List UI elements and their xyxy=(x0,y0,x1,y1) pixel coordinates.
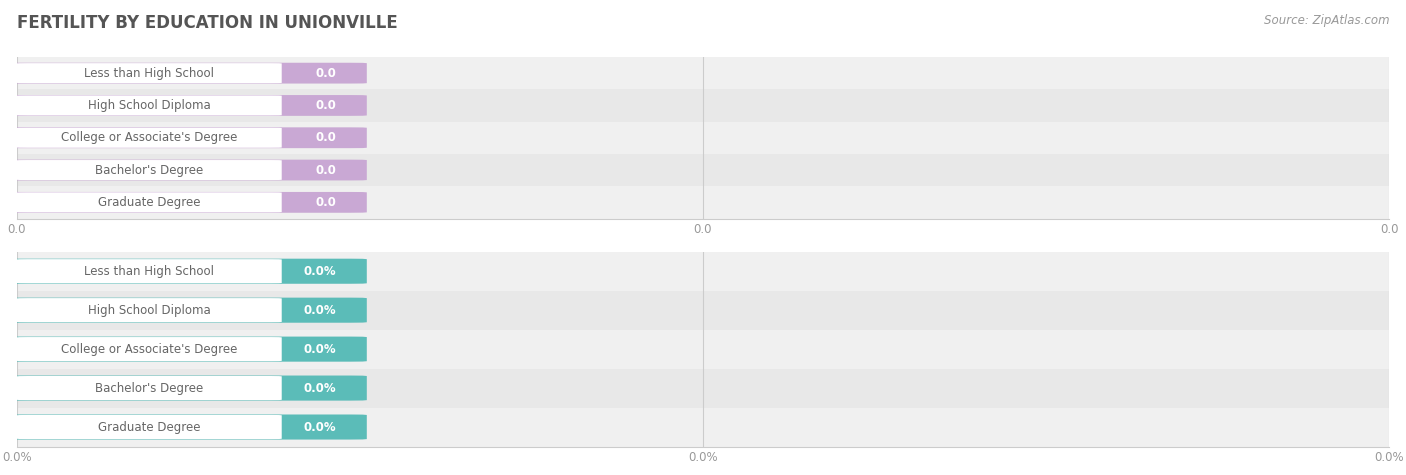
FancyBboxPatch shape xyxy=(3,160,367,180)
FancyBboxPatch shape xyxy=(17,128,281,148)
FancyBboxPatch shape xyxy=(3,337,367,361)
Text: College or Associate's Degree: College or Associate's Degree xyxy=(60,342,238,356)
FancyBboxPatch shape xyxy=(3,95,367,116)
Text: 0.0: 0.0 xyxy=(316,163,336,177)
Text: 0.0%: 0.0% xyxy=(304,381,336,395)
Bar xyxy=(17,154,1389,186)
Text: FERTILITY BY EDUCATION IN UNIONVILLE: FERTILITY BY EDUCATION IN UNIONVILLE xyxy=(17,14,398,32)
Text: Graduate Degree: Graduate Degree xyxy=(98,196,201,209)
FancyBboxPatch shape xyxy=(17,376,281,400)
Text: 0.0: 0.0 xyxy=(316,66,336,80)
FancyBboxPatch shape xyxy=(3,259,367,284)
Bar xyxy=(17,369,1389,408)
Text: Bachelor's Degree: Bachelor's Degree xyxy=(96,163,204,177)
Text: 0.0%: 0.0% xyxy=(304,420,336,434)
Text: 0.0: 0.0 xyxy=(316,131,336,144)
Text: Less than High School: Less than High School xyxy=(84,265,214,278)
FancyBboxPatch shape xyxy=(3,63,367,84)
Bar xyxy=(17,291,1389,330)
FancyBboxPatch shape xyxy=(3,192,367,213)
FancyBboxPatch shape xyxy=(17,95,281,115)
FancyBboxPatch shape xyxy=(17,160,281,180)
Text: Source: ZipAtlas.com: Source: ZipAtlas.com xyxy=(1264,14,1389,27)
Text: High School Diploma: High School Diploma xyxy=(89,304,211,317)
Bar xyxy=(17,89,1389,122)
Text: 0.0: 0.0 xyxy=(316,99,336,112)
Bar xyxy=(17,186,1389,219)
Bar xyxy=(17,252,1389,291)
FancyBboxPatch shape xyxy=(3,415,367,439)
FancyBboxPatch shape xyxy=(17,415,281,439)
FancyBboxPatch shape xyxy=(17,192,281,212)
Bar xyxy=(17,57,1389,89)
FancyBboxPatch shape xyxy=(17,337,281,361)
Text: 0.0: 0.0 xyxy=(316,196,336,209)
Text: College or Associate's Degree: College or Associate's Degree xyxy=(60,131,238,144)
Text: High School Diploma: High School Diploma xyxy=(89,99,211,112)
FancyBboxPatch shape xyxy=(3,298,367,323)
FancyBboxPatch shape xyxy=(17,63,281,83)
Text: 0.0%: 0.0% xyxy=(304,265,336,278)
FancyBboxPatch shape xyxy=(3,127,367,148)
FancyBboxPatch shape xyxy=(3,376,367,400)
FancyBboxPatch shape xyxy=(17,259,281,283)
Text: Graduate Degree: Graduate Degree xyxy=(98,420,201,434)
Text: Less than High School: Less than High School xyxy=(84,66,214,80)
Bar xyxy=(17,122,1389,154)
FancyBboxPatch shape xyxy=(17,298,281,322)
Text: 0.0%: 0.0% xyxy=(304,342,336,356)
Bar xyxy=(17,330,1389,369)
Text: Bachelor's Degree: Bachelor's Degree xyxy=(96,381,204,395)
Bar xyxy=(17,408,1389,446)
Text: 0.0%: 0.0% xyxy=(304,304,336,317)
